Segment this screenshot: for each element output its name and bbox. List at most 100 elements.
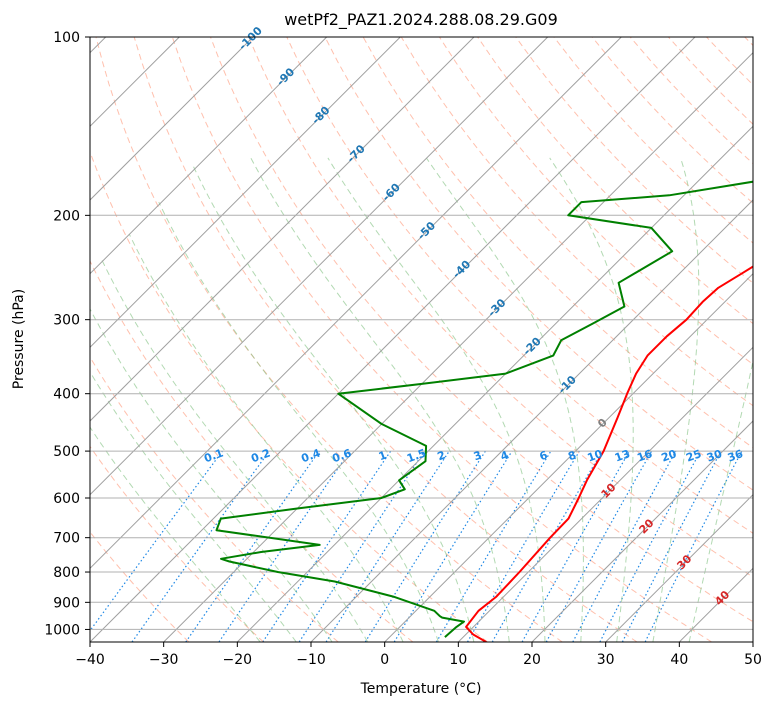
- x-tick-label: −30: [149, 652, 179, 668]
- mixing-ratio-label: 13: [613, 447, 632, 464]
- isotherm-line: [90, 37, 549, 496]
- dry-adiabat-line: [171, 37, 712, 642]
- mixing-ratio-line: [218, 450, 351, 642]
- x-tick-label: −10: [296, 652, 326, 668]
- mixing-ratio-label: 1: [377, 448, 389, 463]
- mixing-ratio-line: [131, 450, 270, 642]
- isotherm-line: [163, 51, 753, 642]
- mixing-ratio-line: [185, 450, 320, 642]
- x-axis-ticks: −40 −30 −20 −10 0 10 20 30 40 50: [75, 642, 762, 668]
- y-tick-label: 1000: [44, 622, 80, 638]
- dry-adiabat-line: [210, 37, 753, 623]
- isotherm-line: [90, 37, 696, 642]
- y-tick-label: 100: [53, 30, 80, 46]
- mixing-ratio-label: 0.2: [249, 446, 272, 465]
- y-axis-label: Pressure (hPa): [11, 289, 27, 389]
- x-tick-label: 30: [597, 652, 615, 668]
- isotherm-line: [531, 420, 753, 642]
- x-tick-label: 20: [523, 652, 541, 668]
- mixing-ratio-label: 30: [705, 447, 724, 465]
- isotherm-line: [90, 37, 254, 201]
- isotherm-line: [90, 37, 328, 275]
- moist-adiabat-line: [90, 426, 261, 642]
- y-tick-label: 700: [53, 531, 80, 547]
- isotherm-line: [310, 199, 753, 642]
- dry-adiabat-line: [515, 37, 753, 284]
- y-tick-label: 500: [53, 444, 80, 460]
- dry-adiabat-line: [324, 37, 753, 491]
- y-tick-label: 200: [53, 208, 80, 224]
- mixing-ratio-line: [545, 450, 653, 642]
- mixing-ratio-label: 16: [635, 447, 654, 465]
- dewpoint-profile-line: [215, 180, 753, 638]
- mixing-ratio-label: 0.4: [300, 446, 323, 465]
- chart-title: wetPf2_PAZ1.2024.288.08.29.G09: [284, 10, 558, 30]
- moist-adiabat-line: [688, 358, 753, 642]
- x-tick-label: −40: [75, 652, 105, 668]
- mixing-ratio-label: 10: [586, 447, 605, 465]
- isotherm-line: [90, 37, 401, 349]
- mixing-ratio-line: [393, 450, 513, 642]
- x-tick-label: 50: [744, 652, 762, 668]
- y-tick-label: 400: [53, 387, 80, 403]
- temperature-profile-line: [465, 265, 753, 642]
- isotherm-line: [605, 493, 753, 642]
- pressure-gridlines: [90, 37, 753, 630]
- y-tick-label: 300: [53, 313, 80, 329]
- mixing-ratio-line: [325, 450, 450, 642]
- moist-adiabat-line: [90, 308, 333, 642]
- moist-adiabat-line: [90, 370, 297, 642]
- mixing-ratio-label: 25: [684, 447, 703, 464]
- mixing-ratio-label: 20: [660, 447, 679, 465]
- moist-adiabat-line: [327, 157, 546, 642]
- mixing-ratio-label: 1.5: [405, 446, 428, 465]
- y-axis-ticks: 100 200 300 400 500 600 700 800 900 1000: [44, 30, 90, 638]
- mixing-ratio-label: 0.1: [202, 446, 225, 465]
- isotherm-line: [90, 37, 475, 422]
- isotherm-line: [384, 272, 753, 642]
- moist-adiabat-line: [549, 157, 634, 642]
- moist-adiabat-line: [158, 201, 439, 642]
- y-tick-label: 600: [53, 491, 80, 507]
- dry-adiabat-line: [95, 37, 563, 642]
- x-tick-label: 10: [449, 652, 467, 668]
- mixing-ratio-label: 4: [499, 448, 511, 463]
- mixing-ratio-label: 0.6: [330, 446, 353, 465]
- x-tick-label: 40: [670, 652, 688, 668]
- y-tick-label: 900: [53, 595, 80, 611]
- plot-frame: [89, 36, 754, 643]
- mixing-ratio-line: [521, 450, 631, 642]
- mixing-ratio-label: 3: [472, 448, 484, 463]
- x-axis-label: Temperature (°C): [360, 681, 482, 697]
- isotherm-line: [457, 346, 753, 642]
- dry-adiabat-line: [248, 37, 753, 578]
- dry-adiabat-line: [286, 37, 753, 534]
- dry-adiabat-line: [90, 445, 264, 642]
- dry-adiabat-line: [90, 259, 414, 642]
- moist-adiabat-line: [128, 233, 404, 642]
- mixing-ratio-line: [572, 450, 677, 642]
- mixing-ratio-line: [90, 450, 223, 632]
- mixing-ratio-line: [298, 450, 425, 642]
- mixing-ratio-label: 8: [566, 448, 578, 463]
- y-tick-label: 800: [53, 565, 80, 581]
- isotherm-line: [90, 37, 622, 570]
- dry-adiabat-line: [133, 37, 638, 642]
- mixing-ratio-line: [644, 450, 743, 642]
- isotherm-line: [236, 125, 753, 642]
- mixing-ratio-label: 2: [436, 448, 448, 463]
- background-lines: [90, 37, 753, 642]
- mixing-ratio-label: 36: [726, 447, 745, 465]
- dry-adiabat-line: [90, 356, 339, 642]
- moist-adiabat-line: [425, 157, 584, 642]
- x-tick-label: 0: [380, 652, 389, 668]
- mixing-ratio-line: [262, 450, 392, 642]
- data-series: [215, 180, 753, 642]
- moist-adiabat-line: [99, 256, 369, 642]
- mixing-ratio-label: 6: [538, 448, 550, 463]
- moist-adiabat-line: [652, 157, 700, 642]
- moist-adiabat-line: [192, 165, 475, 642]
- x-tick-label: −20: [223, 652, 253, 668]
